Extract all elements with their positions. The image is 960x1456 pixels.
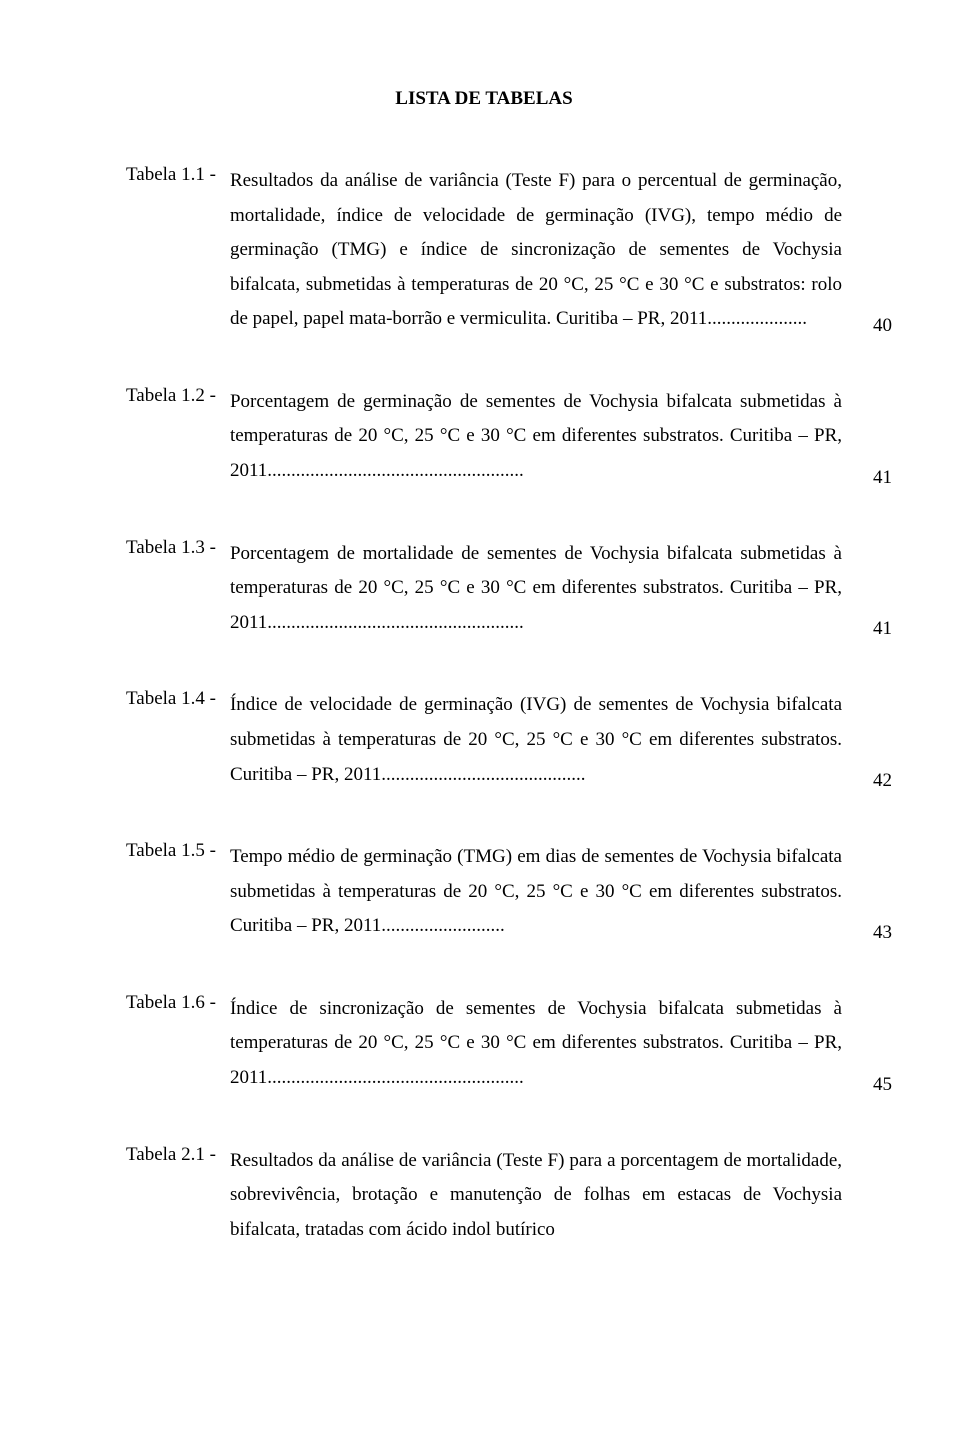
table-entry: Tabela 1.1 - Resultados da análise de va…: [126, 164, 842, 337]
entry-label: Tabela 1.2 -: [126, 385, 216, 407]
table-entry: Tabela 2.1 - Resultados da análise de va…: [126, 1144, 842, 1248]
entry-text: Resultados da análise de variância (Test…: [230, 164, 842, 337]
entry-body: Resultados da análise de variância (Test…: [230, 164, 842, 337]
entry-text: Porcentagem de mortalidade de sementes d…: [230, 537, 842, 641]
entry-body: Índice de velocidade de germinação (IVG)…: [230, 688, 842, 792]
entry-pagenum: 41: [848, 618, 892, 640]
entry-body: Porcentagem de germinação de sementes de…: [230, 385, 842, 489]
entry-label: Tabela 1.5 -: [126, 840, 216, 862]
page-title: LISTA DE TABELAS: [126, 88, 842, 110]
entry-label: Tabela 1.6 -: [126, 992, 216, 1014]
entry-pagenum: 41: [848, 467, 892, 489]
table-entry: Tabela 1.6 - Índice de sincronização de …: [126, 992, 842, 1096]
entry-text: Porcentagem de germinação de sementes de…: [230, 385, 842, 489]
entry-text: Resultados da análise de variância (Test…: [230, 1144, 842, 1248]
entry-body: Resultados da análise de variância (Test…: [230, 1144, 842, 1248]
entry-body: Porcentagem de mortalidade de sementes d…: [230, 537, 842, 641]
entry-label: Tabela 1.3 -: [126, 537, 216, 559]
entry-body: Tempo médio de germinação (TMG) em dias …: [230, 840, 842, 944]
table-entry: Tabela 1.3 - Porcentagem de mortalidade …: [126, 537, 842, 641]
entry-label: Tabela 1.4 -: [126, 688, 216, 710]
table-entry: Tabela 1.2 - Porcentagem de germinação d…: [126, 385, 842, 489]
entry-body: Índice de sincronização de sementes de V…: [230, 992, 842, 1096]
entry-text: Tempo médio de germinação (TMG) em dias …: [230, 840, 842, 944]
entry-label: Tabela 1.1 -: [126, 164, 216, 186]
entry-pagenum: 43: [848, 922, 892, 944]
table-entry: Tabela 1.5 - Tempo médio de germinação (…: [126, 840, 842, 944]
entry-pagenum: 42: [848, 770, 892, 792]
entry-pagenum: 40: [848, 315, 892, 337]
entry-pagenum: 45: [848, 1074, 892, 1096]
entry-text: Índice de sincronização de sementes de V…: [230, 992, 842, 1096]
entry-text: Índice de velocidade de germinação (IVG)…: [230, 688, 842, 792]
entry-label: Tabela 2.1 -: [126, 1144, 216, 1166]
table-entry: Tabela 1.4 - Índice de velocidade de ger…: [126, 688, 842, 792]
